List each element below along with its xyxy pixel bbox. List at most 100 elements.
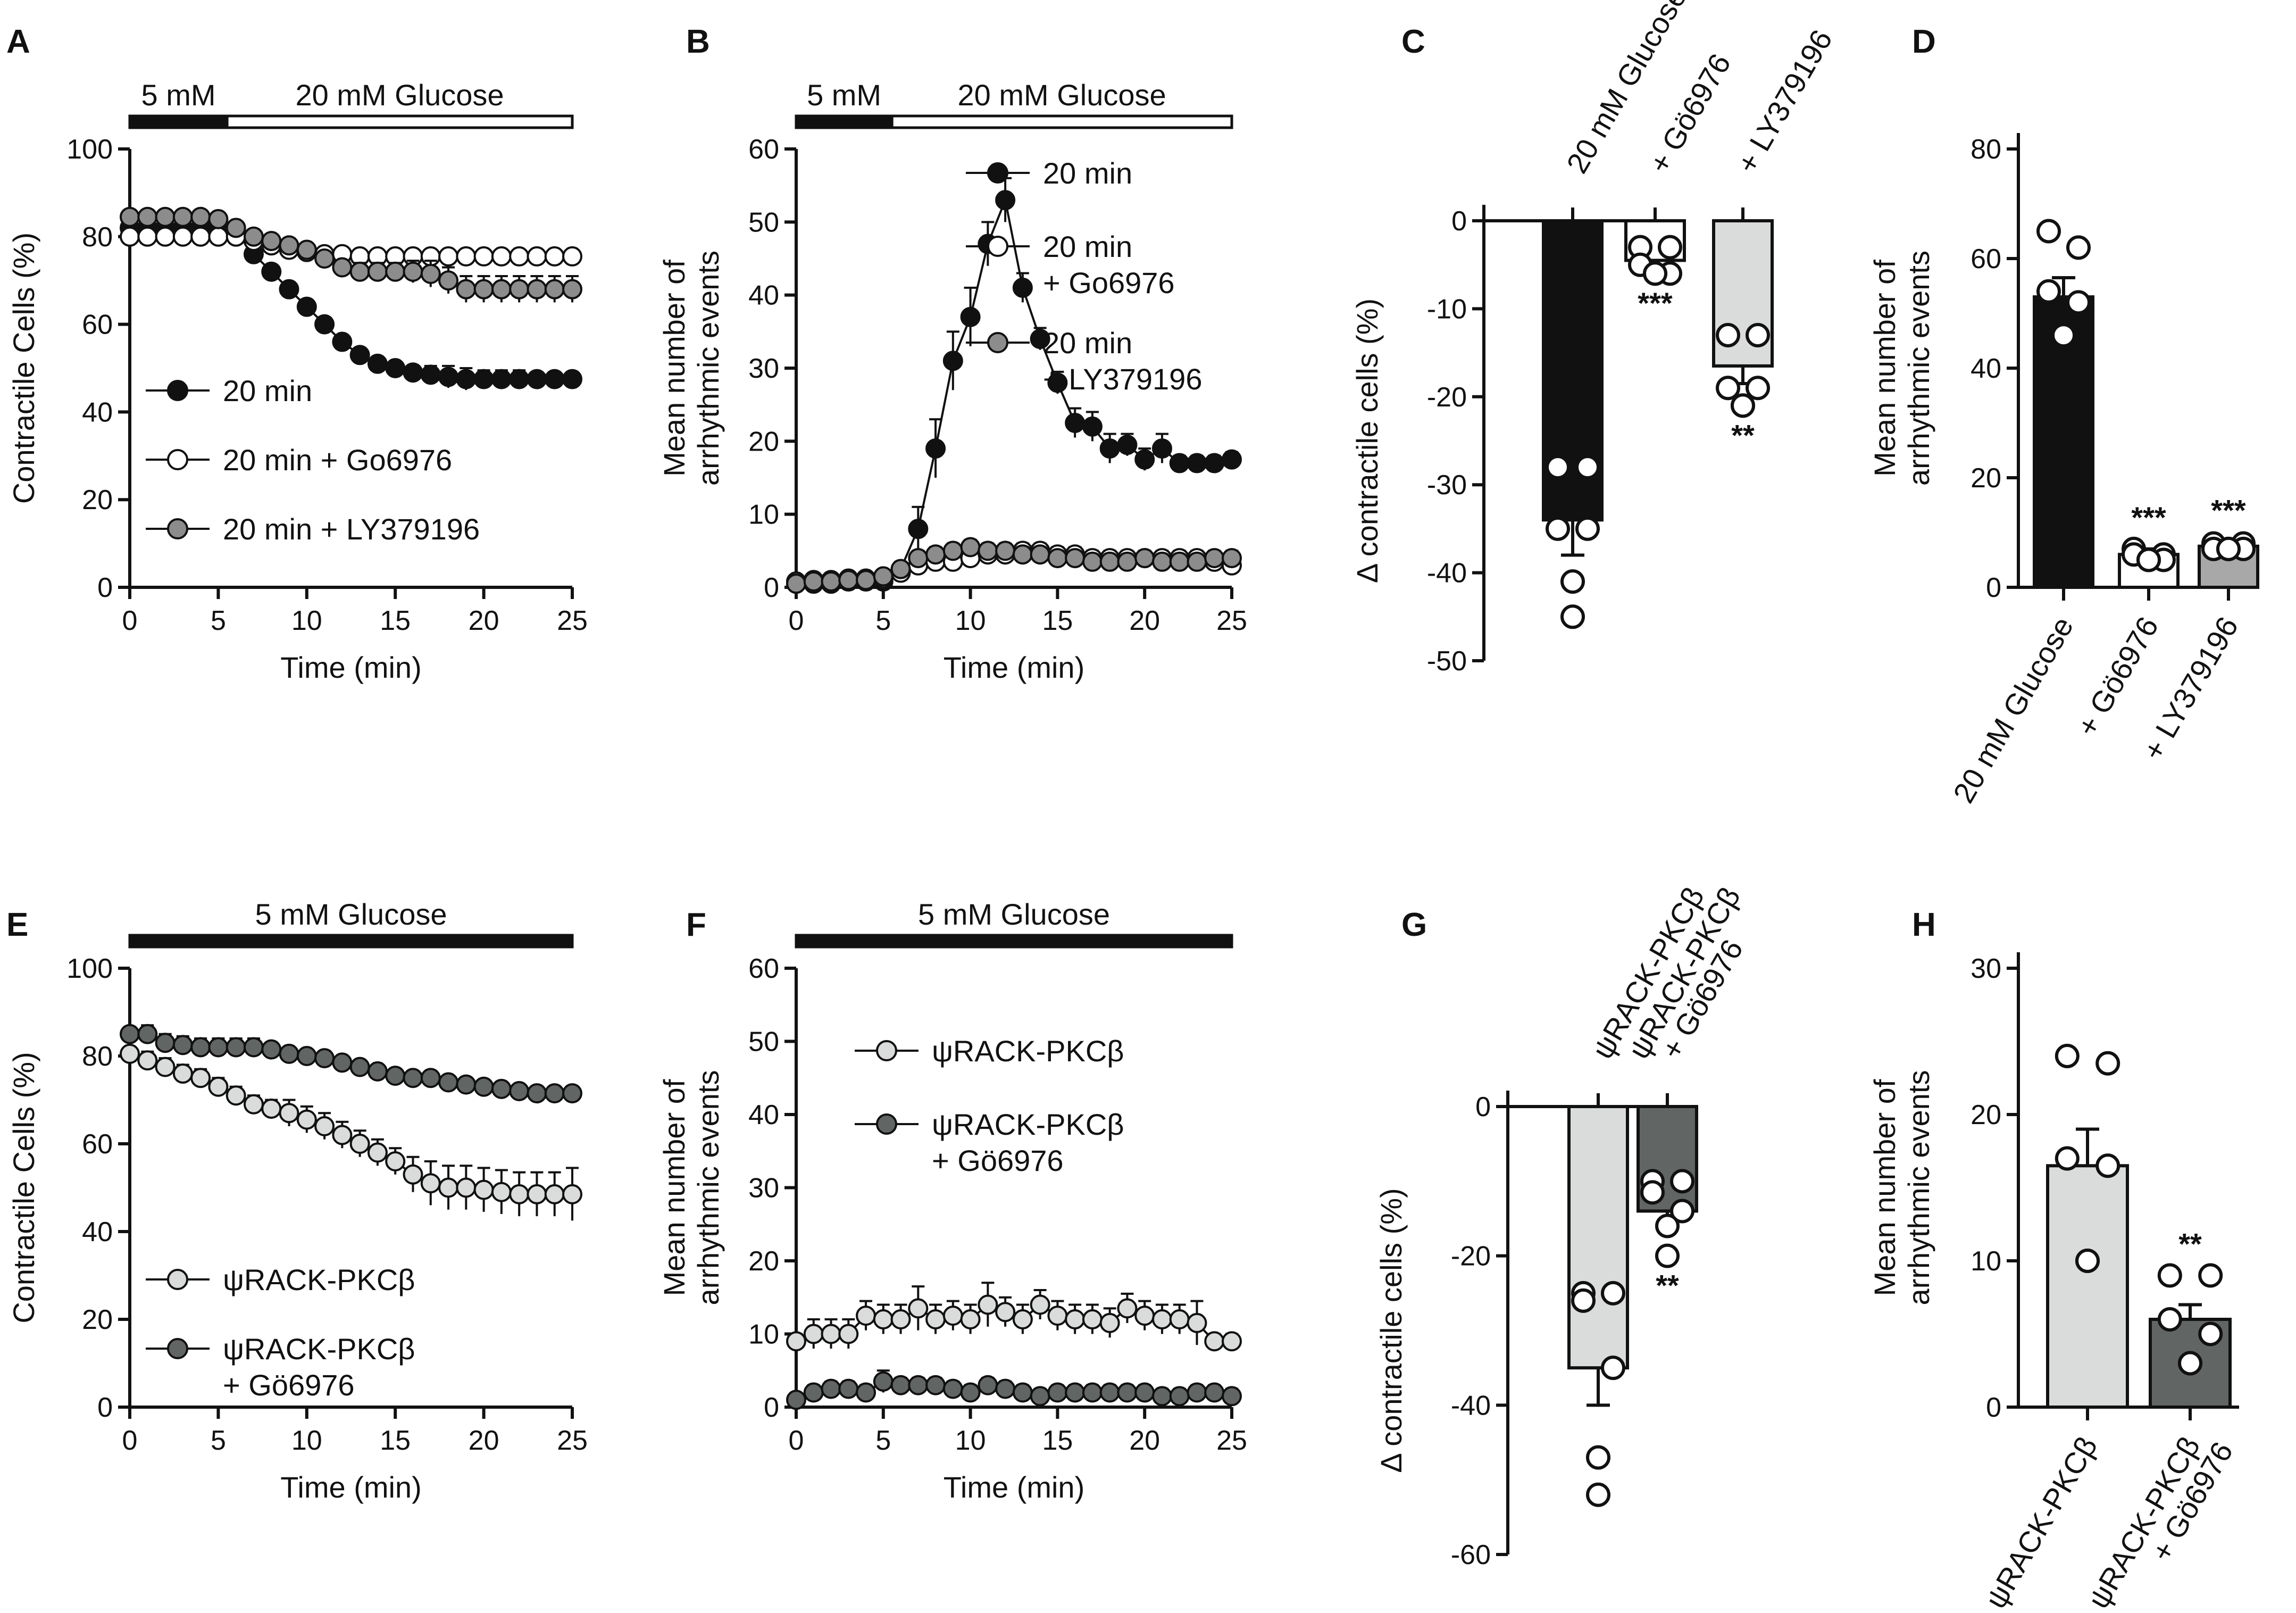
x-tick-label: 10 <box>291 605 322 636</box>
y-tick-label: 50 <box>748 1027 779 1058</box>
data-point <box>1670 1169 1694 1194</box>
y-tick-label: -40 <box>1427 558 1467 589</box>
data-point <box>243 226 264 247</box>
y-tick-label: 60 <box>748 953 779 984</box>
data-point <box>279 279 299 300</box>
data-point <box>1746 376 1770 401</box>
data-point <box>1099 551 1120 572</box>
data-point <box>544 1184 565 1204</box>
data-point <box>190 1037 211 1058</box>
y-tick-label: 100 <box>66 953 113 984</box>
significance-label: *** <box>2131 501 2166 534</box>
x-tick-label: 15 <box>1042 1425 1073 1456</box>
data-point <box>1134 449 1155 470</box>
data-point <box>243 1037 264 1058</box>
data-point <box>925 1375 946 1395</box>
data-point <box>1187 551 1207 572</box>
data-point <box>1099 438 1120 459</box>
data-point <box>1222 1331 1242 1352</box>
data-point <box>544 369 565 389</box>
y-tick-label: 10 <box>748 1319 779 1350</box>
data-point <box>925 438 946 459</box>
legend-marker <box>167 449 188 470</box>
data-point <box>995 541 1016 561</box>
y-tick-label: -20 <box>1451 1241 1491 1272</box>
data-point <box>2216 536 2241 561</box>
data-point <box>1065 548 1086 569</box>
data-point <box>1082 551 1103 572</box>
y-axis-label: Δ contractile cells (%) <box>1350 298 1384 583</box>
data-point <box>527 369 547 389</box>
legend-label: 20 min <box>223 374 312 408</box>
data-point <box>296 1046 317 1066</box>
y-axis-label: Contractile Cells (%) <box>7 1052 40 1323</box>
panel-letter: D <box>1912 23 1936 60</box>
y-tick-label: 0 <box>1986 572 2001 603</box>
y-tick-label: -60 <box>1451 1540 1491 1570</box>
data-point <box>2055 1146 2080 1171</box>
data-point <box>1546 455 1570 480</box>
y-tick-label: 40 <box>82 1217 113 1248</box>
data-point <box>456 1177 477 1198</box>
data-point <box>562 279 582 300</box>
data-point <box>562 1083 582 1104</box>
data-point <box>960 1309 981 1329</box>
data-point <box>456 1074 477 1095</box>
significance-label: *** <box>2211 494 2246 527</box>
data-point <box>1117 551 1138 572</box>
data-point <box>261 231 282 252</box>
data-point <box>243 1094 264 1115</box>
data-point <box>1658 235 1682 260</box>
condition-label: 5 mM <box>141 78 216 112</box>
data-point <box>890 559 911 579</box>
data-point <box>786 1331 806 1352</box>
data-point <box>821 1324 841 1344</box>
legend-label: ψRACK-PKCβ <box>223 1332 415 1366</box>
data-point <box>208 1037 229 1058</box>
x-tick-label: 10 <box>955 605 986 636</box>
data-point <box>1117 1382 1138 1403</box>
data-point <box>1643 261 1667 286</box>
y-tick-label: 20 <box>82 485 113 516</box>
x-tick-label: 20 <box>1129 605 1160 636</box>
data-point <box>1047 548 1068 569</box>
condition-label: 20 mM Glucose <box>958 78 1166 112</box>
significance-label: *** <box>1638 286 1673 320</box>
legend-marker <box>167 1338 188 1359</box>
series-2 <box>786 537 1242 594</box>
data-point <box>473 369 494 389</box>
data-point <box>873 566 894 587</box>
panel-B: B 0 10 20 30 40 50 60 0 5 10 15 20 25 Time (min) Mean n… <box>657 23 1247 684</box>
data-point <box>1169 1309 1190 1329</box>
data-point <box>1099 1382 1120 1403</box>
data-point <box>1187 1312 1207 1333</box>
y-tick-label: 100 <box>66 134 113 165</box>
y-tick-label: 20 <box>748 426 779 457</box>
data-point <box>942 351 963 371</box>
data-point <box>942 1306 963 1326</box>
data-point <box>208 226 229 247</box>
data-point <box>856 570 876 591</box>
x-tick-label: 25 <box>557 605 588 636</box>
data-point <box>137 1050 158 1071</box>
data-point <box>2036 219 2061 244</box>
y-axis-label: Δ contractile cells (%) <box>1374 1188 1408 1473</box>
x-tick-label: 5 <box>875 605 891 636</box>
data-point <box>349 1134 370 1154</box>
y-tick-label: 40 <box>1971 353 2001 384</box>
data-point <box>527 279 547 300</box>
x-tick-label: 0 <box>789 1425 804 1456</box>
data-point <box>261 261 282 282</box>
bar <box>1567 1105 1629 1370</box>
x-tick-label: 15 <box>1042 605 1073 636</box>
x-tick-label: 10 <box>291 1425 322 1456</box>
legend-label: ψRACK-PKCβ <box>932 1034 1124 1068</box>
data-point <box>2157 1307 2182 1332</box>
data-point <box>960 306 981 327</box>
data-point <box>890 1375 911 1395</box>
legend-label: + LY379196 <box>1043 362 1202 396</box>
data-point <box>2157 1263 2182 1288</box>
y-tick-label: 50 <box>748 207 779 238</box>
data-point <box>367 1061 388 1082</box>
y-tick-label: 0 <box>1451 206 1467 237</box>
